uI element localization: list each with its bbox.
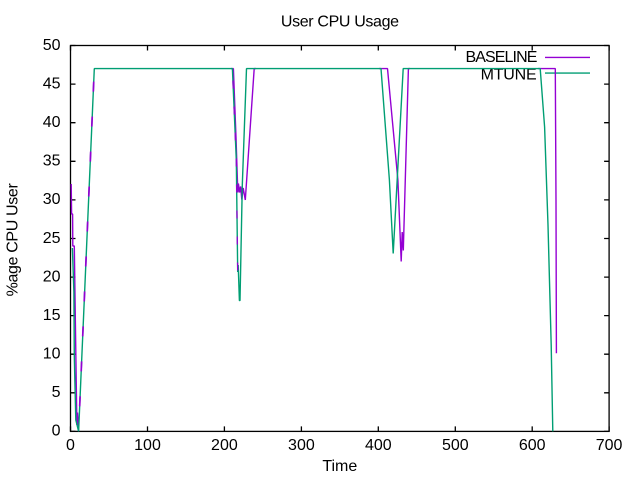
svg-text:5: 5 xyxy=(52,384,61,401)
svg-text:200: 200 xyxy=(211,437,238,454)
svg-text:BASELINE: BASELINE xyxy=(465,49,536,66)
svg-text:0: 0 xyxy=(66,437,75,454)
svg-text:700: 700 xyxy=(596,437,623,454)
svg-text:%age CPU User: %age CPU User xyxy=(5,183,22,297)
svg-text:400: 400 xyxy=(365,437,392,454)
svg-text:35: 35 xyxy=(43,153,61,170)
svg-text:50: 50 xyxy=(43,37,61,54)
svg-text:User CPU Usage: User CPU Usage xyxy=(281,14,399,31)
svg-text:600: 600 xyxy=(519,437,546,454)
svg-text:45: 45 xyxy=(43,75,61,92)
svg-text:500: 500 xyxy=(442,437,469,454)
svg-text:0: 0 xyxy=(52,423,61,440)
svg-text:100: 100 xyxy=(134,437,161,454)
svg-text:10: 10 xyxy=(43,346,61,363)
svg-text:MTUNE: MTUNE xyxy=(481,66,537,83)
svg-text:15: 15 xyxy=(43,307,61,324)
svg-text:Time: Time xyxy=(322,458,357,475)
svg-text:30: 30 xyxy=(43,191,61,208)
svg-text:20: 20 xyxy=(43,268,61,285)
svg-text:40: 40 xyxy=(43,114,61,131)
svg-text:300: 300 xyxy=(288,437,315,454)
svg-text:25: 25 xyxy=(43,230,61,247)
